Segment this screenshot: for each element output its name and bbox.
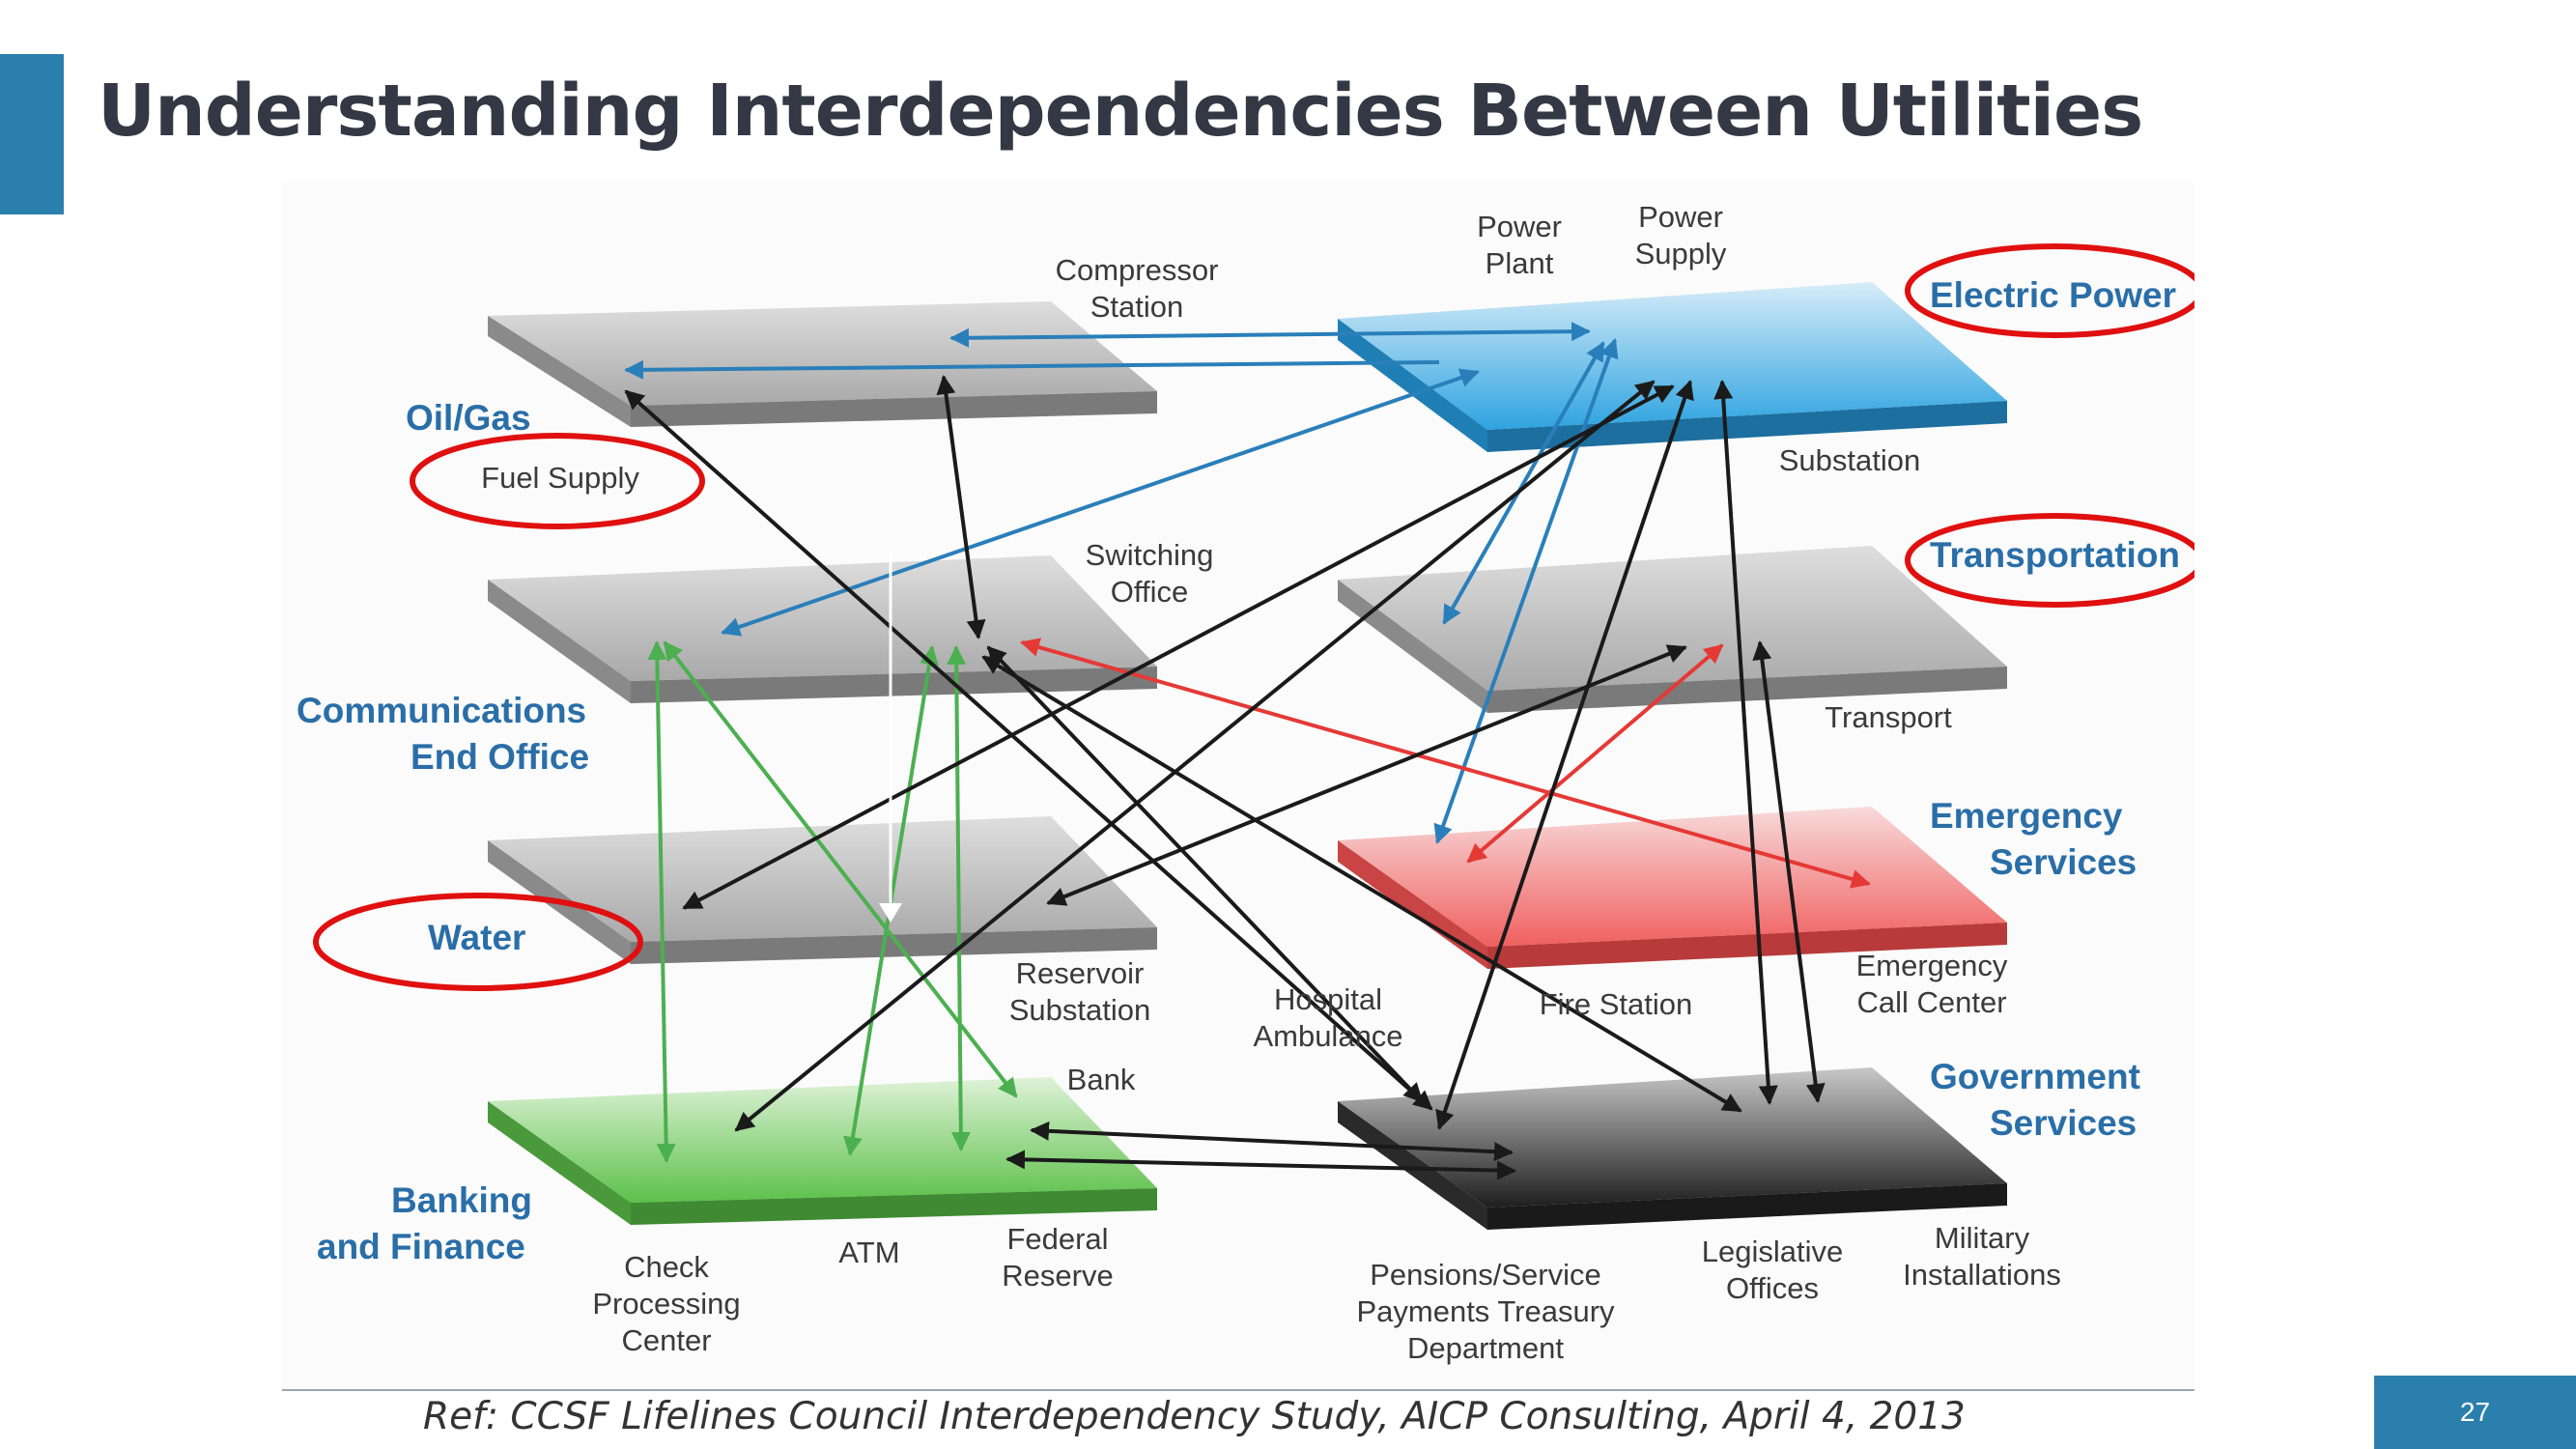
label-legislative-offices-2: Offices (1726, 1271, 1819, 1305)
category-oil-gas: Oil/Gas (406, 398, 531, 438)
category-electric-power: Electric Power (1930, 275, 2176, 315)
label-power-supply-1: Power (1638, 200, 1723, 234)
reference-divider (282, 1389, 2194, 1391)
label-check-processing-1: Check (624, 1250, 709, 1284)
arrow-green (947, 645, 971, 1151)
label-federal-reserve-1: Federal (1006, 1222, 1108, 1256)
highlight-water (313, 893, 643, 991)
arrow-black (1713, 380, 1778, 1105)
slide-title: Understanding Interdependencies Between … (98, 70, 2143, 153)
page-number: 27 (2374, 1376, 2576, 1449)
label-hospital-ambulance-1: Hospital (1274, 982, 1382, 1016)
category-communications-line1: Communications (297, 691, 586, 730)
label-military-installations-1: Military (1935, 1221, 2030, 1255)
label-military-installations-2: Installations (1903, 1258, 2061, 1292)
arrow-black (1005, 1150, 1516, 1180)
label-power-plant-1: Power (1477, 210, 1562, 243)
category-transportation: Transportation (1930, 535, 2180, 575)
layer-emergency-services (1338, 807, 2007, 969)
label-fire-station: Fire Station (1540, 987, 1693, 1021)
reference-citation: Ref: CCSF Lifelines Council Interdepende… (423, 1395, 1966, 1438)
category-banking-line1: Banking (391, 1180, 532, 1220)
label-pensions-2: Payments Treasury (1356, 1294, 1615, 1328)
arrow-black (1752, 640, 1826, 1103)
category-government-line2: Services (1990, 1103, 2137, 1143)
highlight-transportation (1905, 513, 2194, 608)
label-bank: Bank (1067, 1063, 1136, 1096)
label-reservoir-substation-2: Substation (1009, 993, 1151, 1027)
layer-water (488, 816, 1157, 964)
label-pensions-3: Department (1407, 1331, 1564, 1365)
interdependency-diagram: Oil/Gas Communications End Office Water … (282, 182, 2194, 1389)
highlight-electric-power (1905, 243, 2194, 338)
highlight-fuel-supply (410, 433, 705, 529)
label-emergency-call-center-2: Call Center (1856, 985, 2006, 1019)
arrow-black (986, 645, 1424, 1103)
arrow-black (734, 380, 1656, 1132)
layer-electric-power (1338, 282, 2007, 452)
label-transport: Transport (1825, 700, 1952, 734)
label-reservoir-substation-1: Reservoir (1016, 956, 1145, 990)
label-atm: ATM (838, 1236, 899, 1269)
label-compressor-station-2: Station (1090, 290, 1184, 324)
label-substation: Substation (1779, 443, 1921, 477)
category-emergency-line1: Emergency (1930, 796, 2123, 836)
arrow-blue (949, 322, 1591, 348)
label-power-plant-2: Plant (1486, 246, 1554, 280)
label-fuel-supply: Fuel Supply (481, 461, 639, 495)
label-federal-reserve-2: Reserve (1002, 1259, 1113, 1293)
label-power-supply-2: Supply (1635, 237, 1727, 270)
title-accent-bar (0, 54, 64, 214)
layer-communications (488, 555, 1157, 703)
layer-banking (488, 1077, 1157, 1225)
arrow-white-head (879, 903, 902, 923)
label-hospital-ambulance-2: Ambulance (1253, 1019, 1402, 1053)
label-legislative-offices-1: Legislative (1702, 1235, 1843, 1268)
label-pensions-1: Pensions/Service (1370, 1258, 1601, 1292)
category-government-line1: Government (1930, 1057, 2140, 1096)
label-switching-office-1: Switching (1086, 538, 1214, 572)
category-emergency-line2: Services (1990, 842, 2137, 882)
arrow-black (1030, 1121, 1514, 1162)
label-compressor-station-1: Compressor (1056, 253, 1219, 287)
category-communications-line2: End Office (410, 737, 589, 777)
label-switching-office-2: Office (1111, 575, 1188, 609)
label-check-processing-2: Processing (592, 1287, 740, 1321)
label-check-processing-3: Center (621, 1323, 711, 1357)
label-emergency-call-center-1: Emergency (1856, 949, 2008, 982)
category-water: Water (428, 918, 525, 957)
category-banking-line2: and Finance (317, 1227, 525, 1266)
